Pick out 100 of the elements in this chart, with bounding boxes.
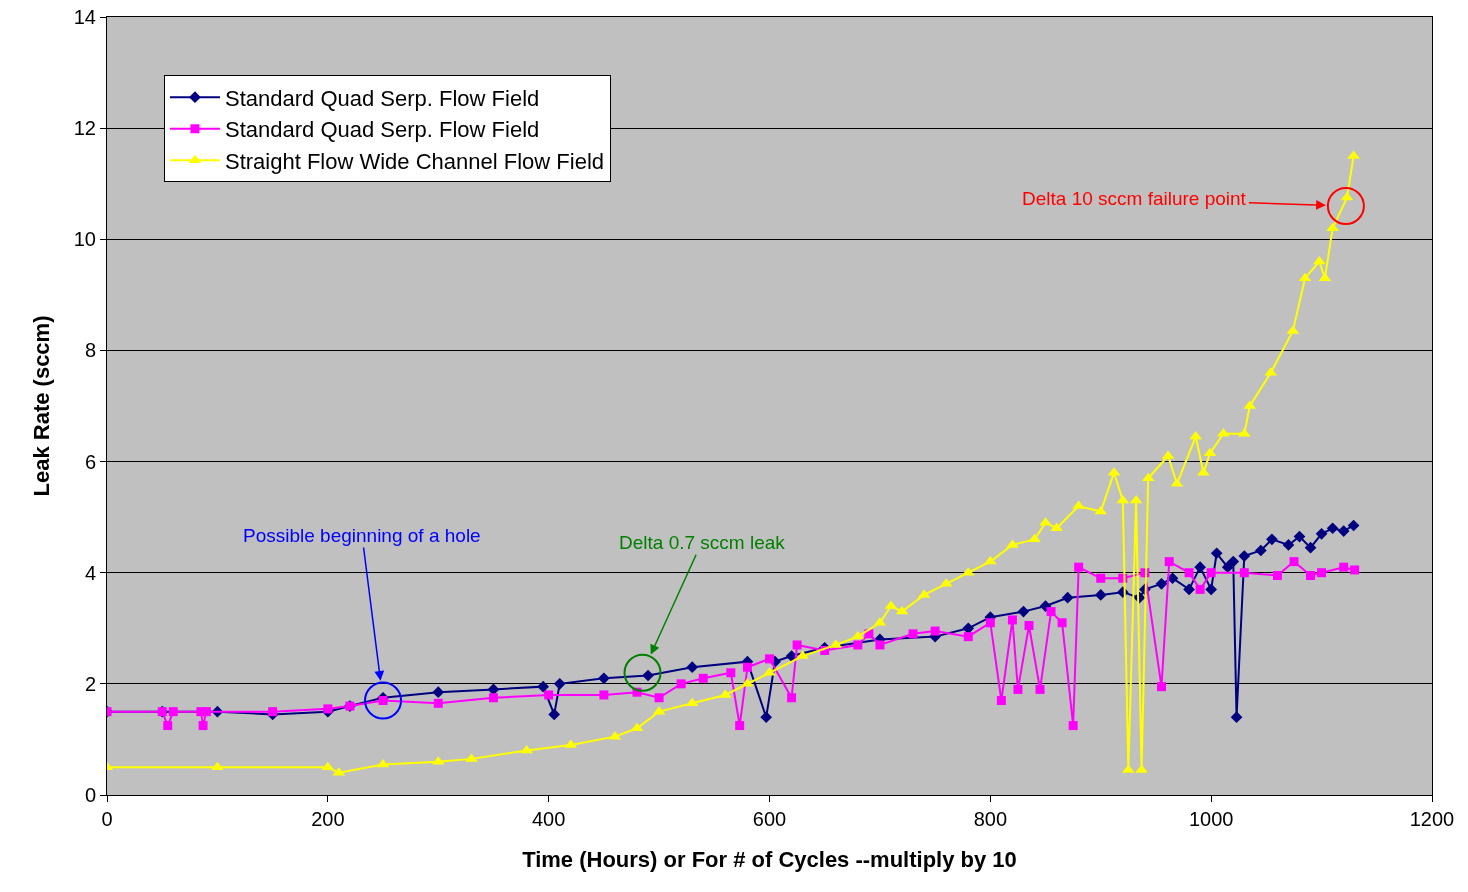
point	[433, 698, 443, 708]
point	[488, 693, 498, 703]
x-tick-label: 200	[311, 808, 345, 830]
y-tick-label: 6	[84, 450, 96, 473]
y-tick-label: 14	[73, 6, 96, 28]
point	[630, 722, 644, 732]
point	[787, 693, 797, 703]
x-tick-label: 600	[752, 808, 787, 830]
point	[163, 721, 173, 731]
point	[1046, 607, 1056, 617]
point	[1024, 621, 1034, 631]
legend-label: Standard Quad Serp. Flow Field	[224, 117, 540, 143]
point	[1227, 555, 1240, 568]
point	[792, 640, 802, 650]
annotation: Possible beginning of a hole	[243, 525, 481, 546]
point	[1315, 527, 1328, 540]
point	[1129, 494, 1143, 504]
point	[1317, 568, 1327, 578]
point	[1184, 568, 1194, 578]
point	[765, 654, 774, 664]
point	[1039, 600, 1052, 612]
point	[1205, 583, 1218, 596]
point	[686, 661, 699, 674]
point	[1306, 570, 1316, 580]
point	[1339, 562, 1349, 572]
point	[1347, 519, 1360, 532]
point	[1326, 522, 1339, 535]
point	[726, 668, 736, 678]
point	[553, 678, 566, 690]
point	[785, 650, 798, 662]
point	[198, 721, 208, 731]
point	[1210, 547, 1223, 560]
point	[853, 640, 863, 650]
legend-label: Straight Flow Wide Channel Flow Field	[224, 148, 605, 174]
point	[760, 711, 773, 724]
point	[1074, 562, 1084, 572]
point	[598, 672, 610, 685]
point	[1057, 618, 1067, 628]
y-tick-label: 12	[73, 117, 96, 140]
point	[654, 693, 664, 703]
point	[1206, 568, 1216, 578]
legend-label: Standard Quad Serp. Flow Field	[224, 85, 540, 111]
point	[1350, 565, 1360, 575]
y-axis-title: Leak Rate (sccm)	[28, 315, 54, 497]
x-tick-label: 400	[531, 808, 566, 830]
y-tick-label: 10	[73, 228, 96, 251]
x-tick-label: 1000	[1188, 808, 1234, 830]
point	[685, 697, 699, 707]
point	[1304, 541, 1317, 554]
point	[963, 632, 973, 642]
point	[1289, 557, 1299, 567]
point	[1238, 550, 1251, 562]
point	[1013, 684, 1023, 694]
point	[1255, 544, 1267, 557]
point	[1164, 557, 1174, 567]
point	[1028, 533, 1041, 543]
point	[323, 704, 333, 714]
point	[1195, 584, 1205, 594]
annotation: Delta 0.7 sccm leak	[619, 532, 786, 553]
point	[1050, 522, 1063, 532]
point	[1166, 572, 1179, 585]
y-tick-label: 0	[84, 784, 96, 806]
point	[1094, 589, 1107, 601]
point	[676, 679, 686, 689]
point	[537, 680, 549, 693]
point	[1155, 577, 1168, 590]
point	[930, 626, 940, 636]
point	[1061, 591, 1074, 604]
point	[1116, 494, 1130, 504]
point	[168, 707, 178, 717]
point	[742, 662, 752, 672]
y-tick-label: 2	[84, 672, 96, 695]
point	[996, 696, 1006, 706]
point	[1282, 539, 1295, 551]
point	[1007, 615, 1017, 625]
point	[544, 690, 554, 700]
point	[548, 708, 561, 721]
point	[268, 707, 278, 717]
point	[432, 686, 445, 699]
point	[908, 629, 918, 639]
point	[1239, 568, 1249, 578]
x-tick-label: 800	[973, 808, 1008, 830]
point	[201, 707, 211, 717]
annotation: Delta 10 sccm failure point	[1022, 188, 1247, 209]
point	[698, 673, 708, 683]
x-tick-label: 0	[101, 808, 113, 830]
point	[875, 640, 885, 650]
point	[1035, 684, 1045, 694]
point	[985, 618, 995, 628]
point	[1230, 711, 1243, 724]
point	[1194, 561, 1206, 574]
y-tick-label: 4	[84, 561, 96, 584]
y-tick-label: 8	[84, 339, 96, 362]
point	[1068, 721, 1078, 731]
point	[1156, 682, 1166, 692]
x-tick-label: 1200	[1409, 808, 1455, 830]
point	[1272, 570, 1282, 580]
point	[1266, 533, 1278, 546]
point	[376, 758, 390, 768]
point	[1293, 530, 1306, 543]
